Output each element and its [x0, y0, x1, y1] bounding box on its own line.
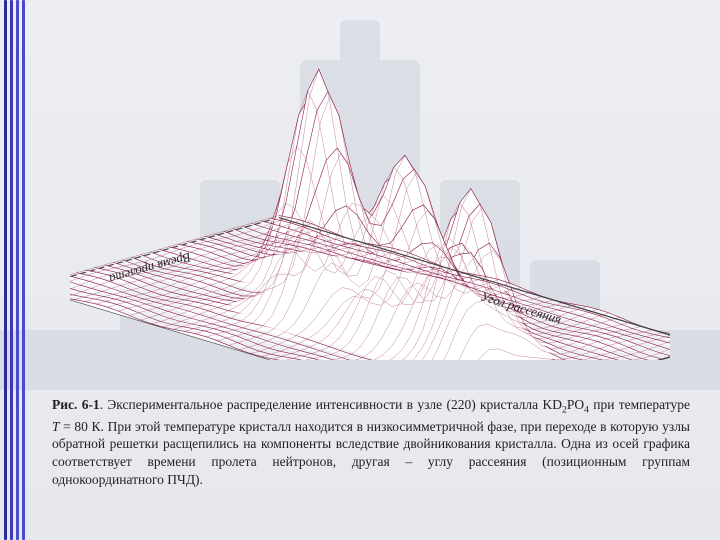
left-stripe-decoration — [0, 0, 32, 540]
figure-number: Рис. 6-1 — [52, 397, 100, 412]
caption-formula: KD2PO4 — [542, 397, 588, 412]
page-root: Угол рассеяния Время пролета Рис. 6-1. Э… — [0, 0, 720, 540]
figure-caption: Рис. 6-1. Экспериментальное распределени… — [52, 396, 690, 489]
surface-svg — [70, 20, 670, 360]
caption-text-3: = 80 К. При этой температуре кристалл на… — [52, 419, 690, 487]
caption-temp-var: T — [52, 419, 60, 434]
caption-text-1: . Экспериментальное распределение интенс… — [100, 397, 543, 412]
surface-chart: Угол рассеяния Время пролета — [70, 20, 670, 360]
caption-text-2: при температуре — [589, 397, 690, 412]
